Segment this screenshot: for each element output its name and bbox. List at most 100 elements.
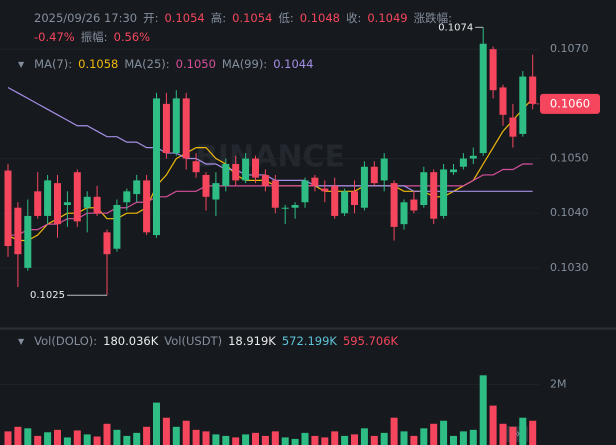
caret[interactable]: ▼ <box>18 59 25 69</box>
candle-body <box>143 180 151 233</box>
volume-bar <box>252 432 259 445</box>
annotation-label: 0.1074 <box>438 22 473 33</box>
candle-body <box>410 199 418 211</box>
candle-body <box>341 191 349 214</box>
label: MA(7): <box>34 57 73 71</box>
volume-bar <box>192 429 200 445</box>
volume-bar <box>44 432 52 445</box>
volume-bar <box>113 429 121 445</box>
value: 0.1050 <box>175 57 216 71</box>
volume-bar <box>143 426 151 445</box>
candle-body <box>133 180 141 195</box>
vol-row: ▼ Vol(DOLO): 180.036K Vol(USDT) 18.919K 57… <box>18 334 398 348</box>
volume-bar <box>440 420 448 445</box>
candle-body <box>73 172 81 222</box>
volume-bar <box>331 431 339 445</box>
candle-body <box>93 196 101 214</box>
candle-body <box>54 183 61 225</box>
volume-bar <box>34 435 42 445</box>
label: Vol(USDT) <box>164 334 223 348</box>
volume-bar <box>63 437 71 445</box>
volume-bar <box>103 423 111 445</box>
candle-body <box>489 49 497 91</box>
candle-body <box>519 76 527 134</box>
candle-body <box>242 158 250 181</box>
volume-bar <box>162 417 170 445</box>
candle-body <box>459 158 467 167</box>
candle-body <box>252 158 259 178</box>
candle-body <box>469 155 477 159</box>
candle-body <box>420 172 428 205</box>
volume-bar <box>54 429 61 445</box>
volume-bar <box>83 434 91 445</box>
last-price-label: 0.1060 <box>550 96 590 110</box>
volume-bar <box>529 420 537 445</box>
candle-body <box>400 202 408 225</box>
volume-bar <box>311 435 319 445</box>
volume-bar <box>301 432 309 445</box>
candle-body <box>162 103 170 154</box>
label: 振幅: <box>80 30 108 44</box>
volume-bar <box>519 417 527 445</box>
candle-body <box>321 188 329 192</box>
candle-body <box>4 170 12 246</box>
volume-bar <box>341 435 349 445</box>
volume-bar <box>351 434 358 445</box>
volume-bar <box>410 435 418 445</box>
volume-bar <box>14 426 22 445</box>
volume-bar <box>24 428 32 445</box>
candle-body <box>14 207 22 255</box>
volume-bar <box>172 426 180 445</box>
candle-body <box>499 87 507 115</box>
volume-bar <box>242 434 250 445</box>
watermark: BINANCE <box>195 140 345 175</box>
candle-body <box>479 43 487 154</box>
label: MA(99): <box>221 57 268 71</box>
value: 0.1048 <box>299 11 340 25</box>
value: 0.56% <box>113 30 151 44</box>
volume-bar <box>400 431 408 445</box>
volume-bar <box>93 436 101 445</box>
candle-body <box>291 205 299 208</box>
volume-bar <box>499 423 507 445</box>
candle-body <box>123 191 131 203</box>
candle-body <box>212 183 220 200</box>
annotation-label: 0.1025 <box>30 290 65 301</box>
volume-bar <box>133 432 141 445</box>
ohlc-row: 2025/09/26 17:30 开: 0.1054 高: 0.1054 低: 0.1… <box>18 10 452 26</box>
volume-bar <box>281 437 289 445</box>
value: 18.919K <box>228 334 276 348</box>
volume-bar <box>123 435 131 445</box>
label: 低: <box>278 11 294 25</box>
label: 收: <box>345 11 362 25</box>
volume-bar <box>469 429 477 445</box>
time: 2025/09/26 17:30 <box>34 11 138 25</box>
volume-bar <box>182 420 190 445</box>
candle-body <box>172 98 180 154</box>
candle-body <box>103 232 111 255</box>
y-tick-label: 0.1070 <box>550 42 589 55</box>
volume-bar <box>380 432 388 445</box>
caret[interactable]: ▼ <box>18 336 25 346</box>
volume-bar <box>360 428 368 445</box>
label: 高: <box>210 11 227 25</box>
candle-body <box>222 164 230 186</box>
ma-row: ▼ MA(7): 0.1058 MA(25): 0.1050 MA(99): 0.10… <box>18 57 313 71</box>
label: Vol(DOLO): <box>34 334 98 348</box>
candle-body <box>529 76 537 104</box>
volume-bar <box>420 428 428 445</box>
candle-body <box>202 174 210 197</box>
candle-body <box>380 158 388 181</box>
value: 0.1058 <box>78 57 119 71</box>
candle-body <box>34 191 42 216</box>
volume-bar <box>321 437 329 445</box>
scroll-icon[interactable]: » <box>513 427 520 441</box>
value: 0.1044 <box>273 57 314 71</box>
volume-bar <box>489 405 497 445</box>
candle-body <box>360 166 368 208</box>
volume-bar <box>509 426 517 445</box>
volume-bar <box>430 423 438 445</box>
volume-bar <box>291 438 299 445</box>
